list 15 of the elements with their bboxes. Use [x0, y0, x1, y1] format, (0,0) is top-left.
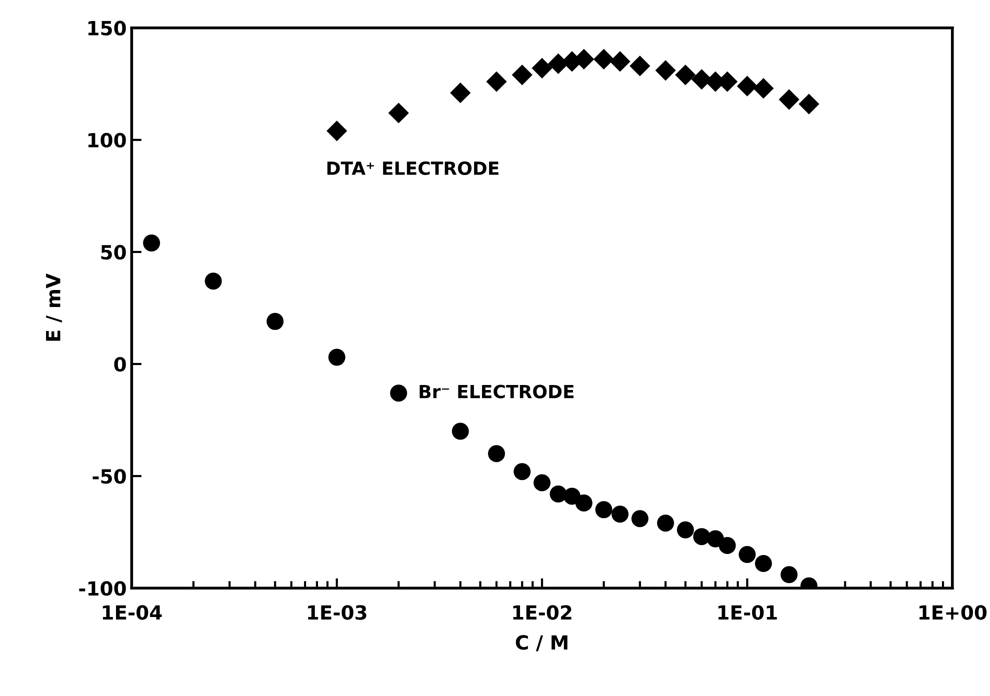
x-tick-label: 1E-03 [308, 605, 366, 620]
x-axis-title: C / M [516, 635, 568, 652]
x-tick-label: 1E-02 [513, 605, 572, 620]
y-tick-label: 100 [88, 132, 126, 148]
y-tick-label: 50 [101, 244, 126, 260]
series-label: Br⁻ ELECTRODE [420, 384, 574, 398]
y-axis-title: E / mV [46, 273, 62, 341]
x-tick-label: 1E+00 [919, 605, 987, 620]
y-tick-label: -50 [92, 469, 126, 484]
series-label: DTA⁺ ELECTRODE [327, 161, 498, 176]
x-tick-label: 1E-04 [102, 605, 162, 620]
x-tick-label: 1E-01 [718, 605, 777, 620]
y-tick-label: -100 [79, 581, 126, 596]
y-tick-label: 150 [88, 20, 126, 36]
y-tick-label: 0 [114, 356, 126, 372]
